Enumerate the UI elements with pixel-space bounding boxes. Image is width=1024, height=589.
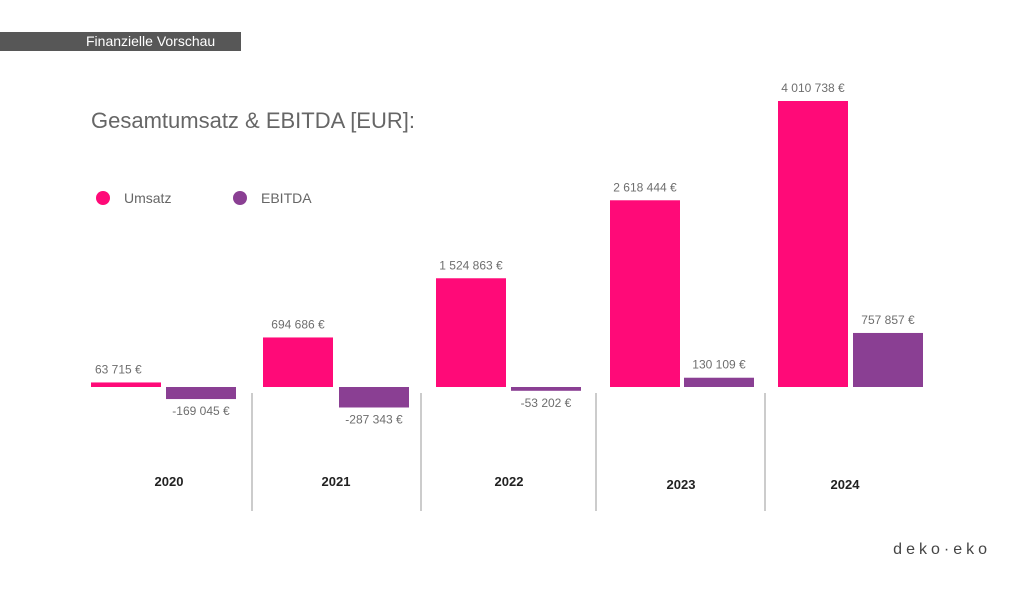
data-label-ebitda-2023: 130 109 €	[692, 358, 746, 372]
bar-ebitda-2020	[166, 387, 236, 400]
legend-swatch-umsatz	[96, 191, 110, 205]
category-label-2021: 2021	[322, 474, 351, 489]
legend-label-umsatz: Umsatz	[124, 190, 172, 206]
legend-label-ebitda: EBITDA	[261, 190, 312, 206]
section-banner: Finanzielle Vorschau	[0, 32, 241, 51]
legend-item-umsatz: Umsatz	[96, 189, 171, 207]
bar-umsatz-2020	[91, 382, 161, 387]
data-label-ebitda-2020: -169 045 €	[172, 404, 230, 418]
bar-umsatz-2022	[436, 278, 506, 387]
bar-ebitda-2022	[511, 387, 581, 391]
data-label-umsatz-2023: 2 618 444 €	[613, 180, 677, 194]
brand-logo: deko·eko	[893, 541, 991, 558]
data-label-umsatz-2020: 63 715 €	[95, 362, 142, 376]
data-label-ebitda-2022: -53 202 €	[521, 396, 572, 410]
category-label-2020: 2020	[155, 474, 184, 489]
chart-title: Gesamtumsatz & EBITDA [EUR]:	[91, 108, 415, 133]
bar-umsatz-2023	[610, 200, 680, 387]
bar-ebitda-2023	[684, 377, 754, 387]
legend-item-ebitda: EBITDA	[233, 189, 312, 207]
data-label-ebitda-2024: 757 857 €	[861, 313, 915, 327]
category-label-2024: 2024	[831, 477, 861, 492]
data-label-umsatz-2022: 1 524 863 €	[439, 258, 503, 272]
data-label-ebitda-2021: -287 343 €	[345, 412, 403, 426]
banner-label: Finanzielle Vorschau	[86, 33, 216, 49]
data-label-umsatz-2021: 694 686 €	[271, 317, 325, 331]
data-label-umsatz-2024: 4 010 738 €	[781, 81, 845, 95]
bar-ebitda-2021	[339, 387, 409, 408]
bar-umsatz-2021	[263, 337, 333, 387]
category-label-2022: 2022	[495, 474, 524, 489]
bar-umsatz-2024	[778, 101, 848, 387]
bar-ebitda-2024	[853, 332, 923, 387]
legend-swatch-ebitda	[233, 191, 247, 205]
category-label-2023: 2023	[667, 477, 696, 492]
